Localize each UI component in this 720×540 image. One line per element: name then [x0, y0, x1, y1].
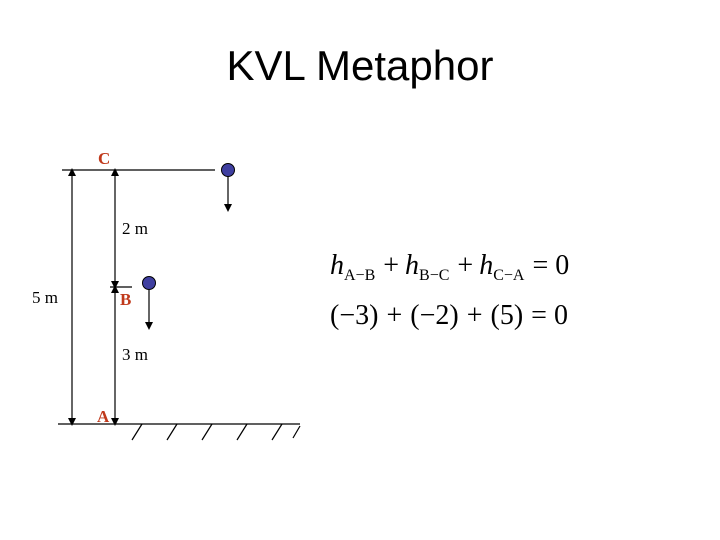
- upper-height-label: 2 m: [122, 219, 148, 238]
- eq2-plus-1: +: [386, 300, 402, 331]
- total-height-label: 5 m: [32, 288, 58, 307]
- point-c-label: C: [98, 149, 110, 168]
- lower-height-label: 3 m: [122, 345, 148, 364]
- svg-text:(−3)+(−2)+(5)= 0: (−3) + (−2) + (5) = 0: [330, 300, 568, 331]
- eq1-plus-1: +: [383, 250, 399, 281]
- eq1-sub-bc: B−C: [419, 267, 449, 284]
- eq1-plus-2: +: [457, 250, 473, 281]
- ball-b: [142, 276, 156, 290]
- eq1-equals: = 0: [532, 250, 569, 281]
- eq1-h1: h: [330, 250, 344, 281]
- eq2-term-1: (−3): [330, 300, 378, 331]
- eq1-sub-ab: A−B: [344, 267, 375, 284]
- point-a-label: A: [97, 407, 110, 426]
- equation-line-2: (−3) + (−2) + (5) = 0: [330, 300, 568, 331]
- eq2-term-2: (−2): [410, 300, 458, 331]
- slide-title: KVL Metaphor: [226, 42, 494, 89]
- eq2-term-3: (5): [491, 300, 524, 331]
- eq2-plus-2: +: [467, 300, 483, 331]
- point-b-label: B: [120, 290, 131, 309]
- eq1-h3: h: [479, 250, 493, 281]
- eq2-equals: = 0: [531, 300, 568, 331]
- eq1-h2: h: [405, 250, 419, 281]
- equation-line-1: hA−B + hB−C + hC−A = 0: [330, 250, 569, 284]
- ground-hatching: [131, 423, 301, 441]
- ball-c: [221, 163, 235, 177]
- svg-text:hA−B+hB−C+hC−A= 0: hA−B + hB−C + hC−A = 0: [330, 250, 569, 284]
- eq1-sub-ca: C−A: [493, 267, 525, 284]
